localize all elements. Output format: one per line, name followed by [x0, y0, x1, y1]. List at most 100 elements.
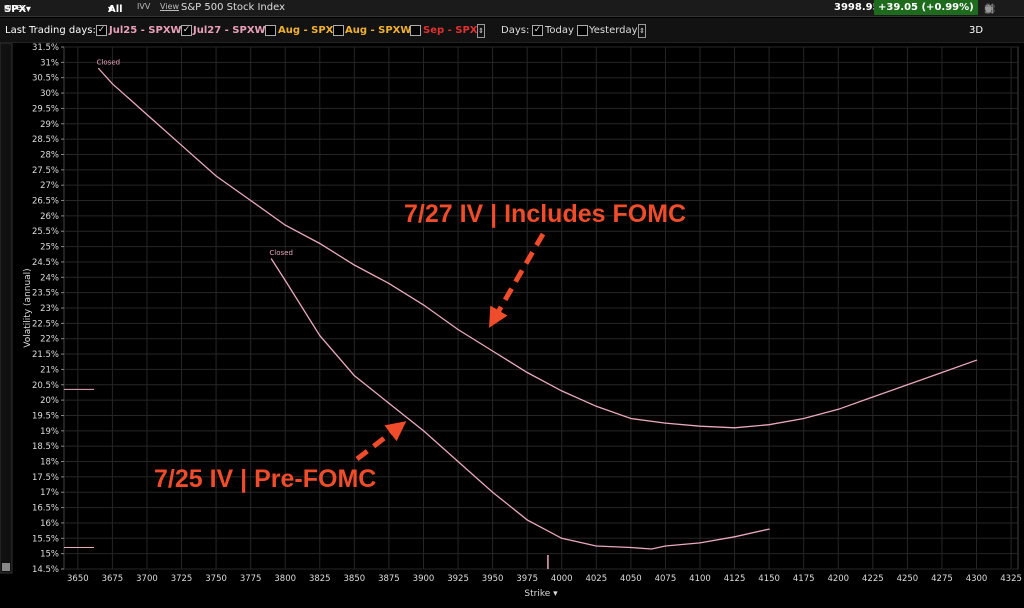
last-trading-days-label: Last Trading days:: [5, 25, 96, 36]
scrollbar-lock-icon: [2, 563, 10, 571]
series-point-0: [457, 328, 459, 331]
expiry-label-jul25: Jul25 - SPXW: [109, 25, 182, 36]
series-point-0: [595, 405, 597, 407]
x-tick-label: 3700: [136, 574, 158, 584]
x-tick-label: 4025: [585, 574, 607, 584]
y-tick-label: 17.5%: [32, 473, 59, 483]
symbol-label: SPX: [4, 4, 27, 15]
x-tick-label: 3825: [309, 574, 331, 584]
series-point-1: [630, 546, 632, 549]
y-tick-label: 15%: [40, 550, 59, 560]
expiry-checkbox-jul25[interactable]: ✓: [96, 25, 107, 36]
x-tick-label: 4275: [931, 574, 953, 584]
y-tick-label: 22.5%: [32, 319, 59, 329]
y-tick-label: 27%: [40, 181, 59, 191]
x-tick-label: 4200: [827, 574, 849, 584]
today-checkbox[interactable]: ✓: [532, 25, 543, 36]
expiry-label-jul27: Jul27 - SPXW: [193, 25, 266, 36]
y-tick-label: 26%: [40, 212, 59, 222]
x-tick-label: 4300: [966, 574, 988, 584]
symbol-selector[interactable]: SPX INDEX ▾: [4, 2, 31, 15]
series-point-0: [180, 144, 183, 146]
expiry-label-sep-spx: Sep - SPX: [423, 25, 478, 36]
series-point-1: [457, 460, 459, 463]
x-tick-label: 4100: [689, 574, 711, 584]
y-tick-label: 19%: [40, 427, 59, 437]
x-tick-label: 4250: [897, 574, 919, 584]
series-point-0: [561, 390, 563, 392]
x-tick-label: 3650: [67, 574, 89, 584]
title-bar: SPX INDEX ▾ All ▾ IVV View S&P 500 Stock …: [0, 0, 1024, 17]
chart-canvas: 14.5% 15% 15.5% 16% 16.5% 17% 17.5% 18% 18.5% 19%…: [0, 42, 1022, 599]
y-tick-label: 22%: [40, 335, 59, 345]
y-tick-label: 27.5%: [32, 166, 59, 176]
last-price: 3998.95: [834, 2, 880, 13]
series-point-0: [906, 384, 908, 386]
view-link[interactable]: View: [160, 2, 179, 11]
link-icon[interactable]: ⛓: [984, 4, 997, 15]
view-mode-toggle[interactable]: 3D: [969, 25, 984, 36]
lock-icon[interactable]: ▣: [984, 4, 994, 15]
y-tick-label: 16.5%: [32, 504, 59, 514]
series-point-0: [215, 175, 217, 177]
x-tick-label: 4225: [862, 574, 884, 584]
expiry-checkbox-jul27[interactable]: ✓: [181, 25, 192, 36]
y-tick-label: 28.5%: [32, 135, 59, 145]
expiry-checkbox-sep-spx[interactable]: [410, 25, 421, 36]
index-name: S&P 500 Stock Index: [181, 2, 286, 13]
x-tick-label: 3950: [482, 574, 504, 584]
series-point-1: [651, 548, 653, 550]
series-point-0: [111, 83, 113, 85]
x-tick-label: 4175: [793, 574, 815, 584]
annotation-upper: 7/27 IV | Includes FOMC: [404, 200, 687, 228]
volatility-chart: 14.5% 15% 15.5% 16% 16.5% 17% 17.5% 18% 18.5% 19%…: [0, 42, 1024, 605]
x-tick-label: 3975: [516, 574, 538, 584]
series-point-0: [941, 371, 943, 374]
expiry-checkbox-aug-spx[interactable]: [265, 25, 276, 36]
ivv-toggle[interactable]: IVV: [137, 2, 151, 11]
series-point-0: [872, 396, 874, 398]
yesterday-label: Yesterday: [589, 25, 638, 36]
days-label: Days:: [501, 25, 530, 36]
more-icon[interactable]: ⋯: [984, 4, 994, 15]
series-point-0: [768, 424, 770, 426]
y-tick-label: 20%: [40, 396, 59, 406]
y-tick-label: 29.5%: [32, 104, 59, 114]
series-point-0: [630, 417, 632, 420]
settings-icon[interactable]: ⚙: [984, 4, 993, 15]
series-point-1: [699, 542, 701, 544]
series-point-0: [319, 242, 321, 245]
y-tick-label: 25.5%: [32, 227, 59, 237]
series-point-1: [561, 537, 563, 539]
vertical-scrollbar[interactable]: [0, 42, 13, 574]
series-point-0: [97, 67, 100, 70]
series-point-0: [146, 113, 148, 116]
series-end-label: Closed: [97, 58, 121, 66]
filter-label: All: [108, 4, 123, 15]
series-point-0: [388, 282, 390, 285]
series-point-0: [250, 199, 252, 202]
x-axis-title: Strike ▾: [524, 589, 558, 599]
series-point-1: [595, 545, 597, 547]
series-point-0: [526, 371, 528, 374]
expiry-scroll-stepper[interactable]: ⇕: [477, 24, 485, 38]
y-tick-label: 26.5%: [32, 197, 59, 207]
y-tick-label: 21.5%: [32, 350, 59, 360]
series-point-1: [388, 402, 390, 404]
y-tick-label: 31.5%: [32, 43, 59, 53]
yesterday-checkbox[interactable]: [577, 25, 588, 36]
y-tick-label: 17%: [40, 488, 59, 498]
days-scroll-stepper[interactable]: ⇕: [638, 24, 646, 38]
y-tick-label: 30.5%: [32, 74, 59, 84]
options-toolbar: Last Trading days: ✓ Jul25 - SPXW ✓ Jul2…: [0, 18, 1024, 43]
series-point-1: [270, 258, 272, 260]
y-tick-label: 18.5%: [32, 442, 59, 452]
y-tick-label: 30%: [40, 89, 59, 99]
expiry-label-aug-spx: Aug - SPX: [278, 25, 334, 36]
y-tick-label: 29%: [40, 120, 59, 130]
expiry-checkbox-aug-spxw[interactable]: [333, 25, 344, 36]
chevron-down-icon: ▾: [25, 4, 31, 15]
x-tick-label: 3750: [205, 574, 227, 584]
y-tick-label: 25%: [40, 243, 59, 253]
x-tick-label: 3800: [274, 574, 296, 584]
